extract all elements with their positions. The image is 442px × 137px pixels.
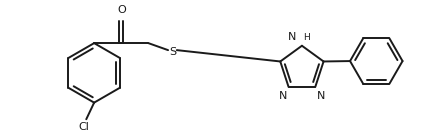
Text: S: S: [169, 47, 176, 57]
Text: O: O: [117, 5, 126, 15]
Text: N: N: [317, 91, 325, 101]
Text: N: N: [278, 91, 287, 101]
Text: H: H: [303, 32, 310, 42]
Text: Cl: Cl: [79, 122, 90, 132]
Text: N: N: [288, 32, 297, 42]
